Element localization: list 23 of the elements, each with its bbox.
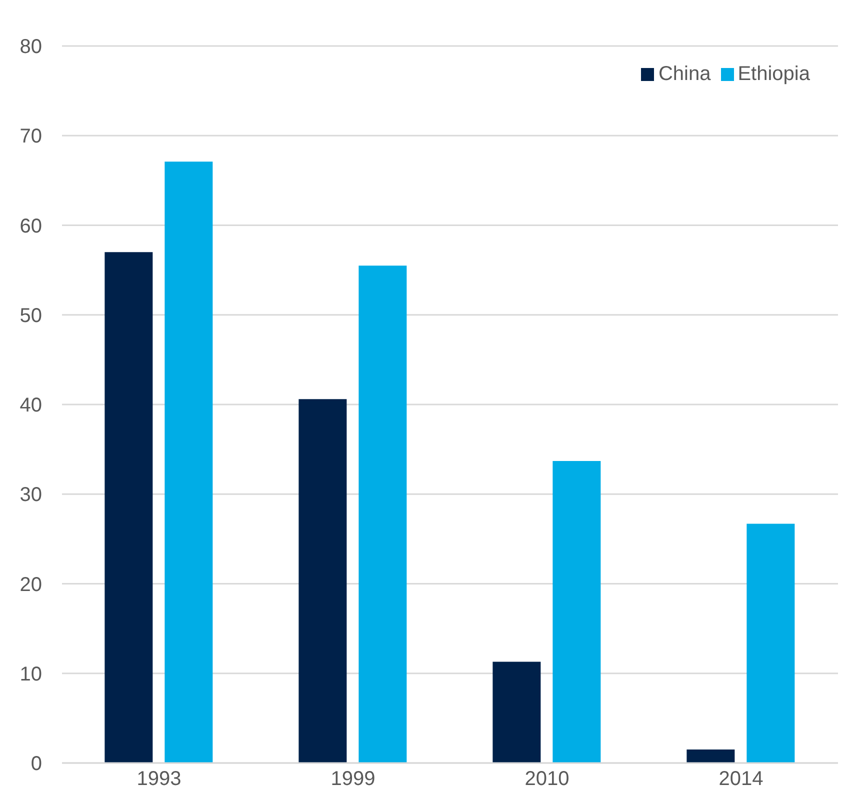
bar <box>358 266 407 763</box>
bar <box>492 662 541 763</box>
bar <box>164 162 213 763</box>
y-tick-label: 0 <box>30 753 42 776</box>
legend-label: Ethiopia <box>738 63 810 85</box>
x-tick-label: 1993 <box>136 768 182 790</box>
legend-label: China <box>658 63 711 85</box>
x-tick-label: 1999 <box>330 768 376 790</box>
y-tick-label: 50 <box>20 304 42 327</box>
y-tick-label: 70 <box>20 126 42 148</box>
y-tick-label: 10 <box>20 663 42 686</box>
y-tick-label: 80 <box>20 36 42 58</box>
y-tick-label: 40 <box>20 394 42 417</box>
y-tick-label: 30 <box>20 484 42 506</box>
bar <box>104 252 153 763</box>
bar <box>686 750 735 763</box>
bar <box>746 524 795 763</box>
bar <box>552 460 601 763</box>
y-tick-label: 20 <box>20 574 42 596</box>
y-tick-label: 60 <box>20 215 42 238</box>
x-tick-label: 2010 <box>524 768 570 790</box>
bar <box>298 399 347 763</box>
x-tick-label: 2014 <box>718 768 764 790</box>
